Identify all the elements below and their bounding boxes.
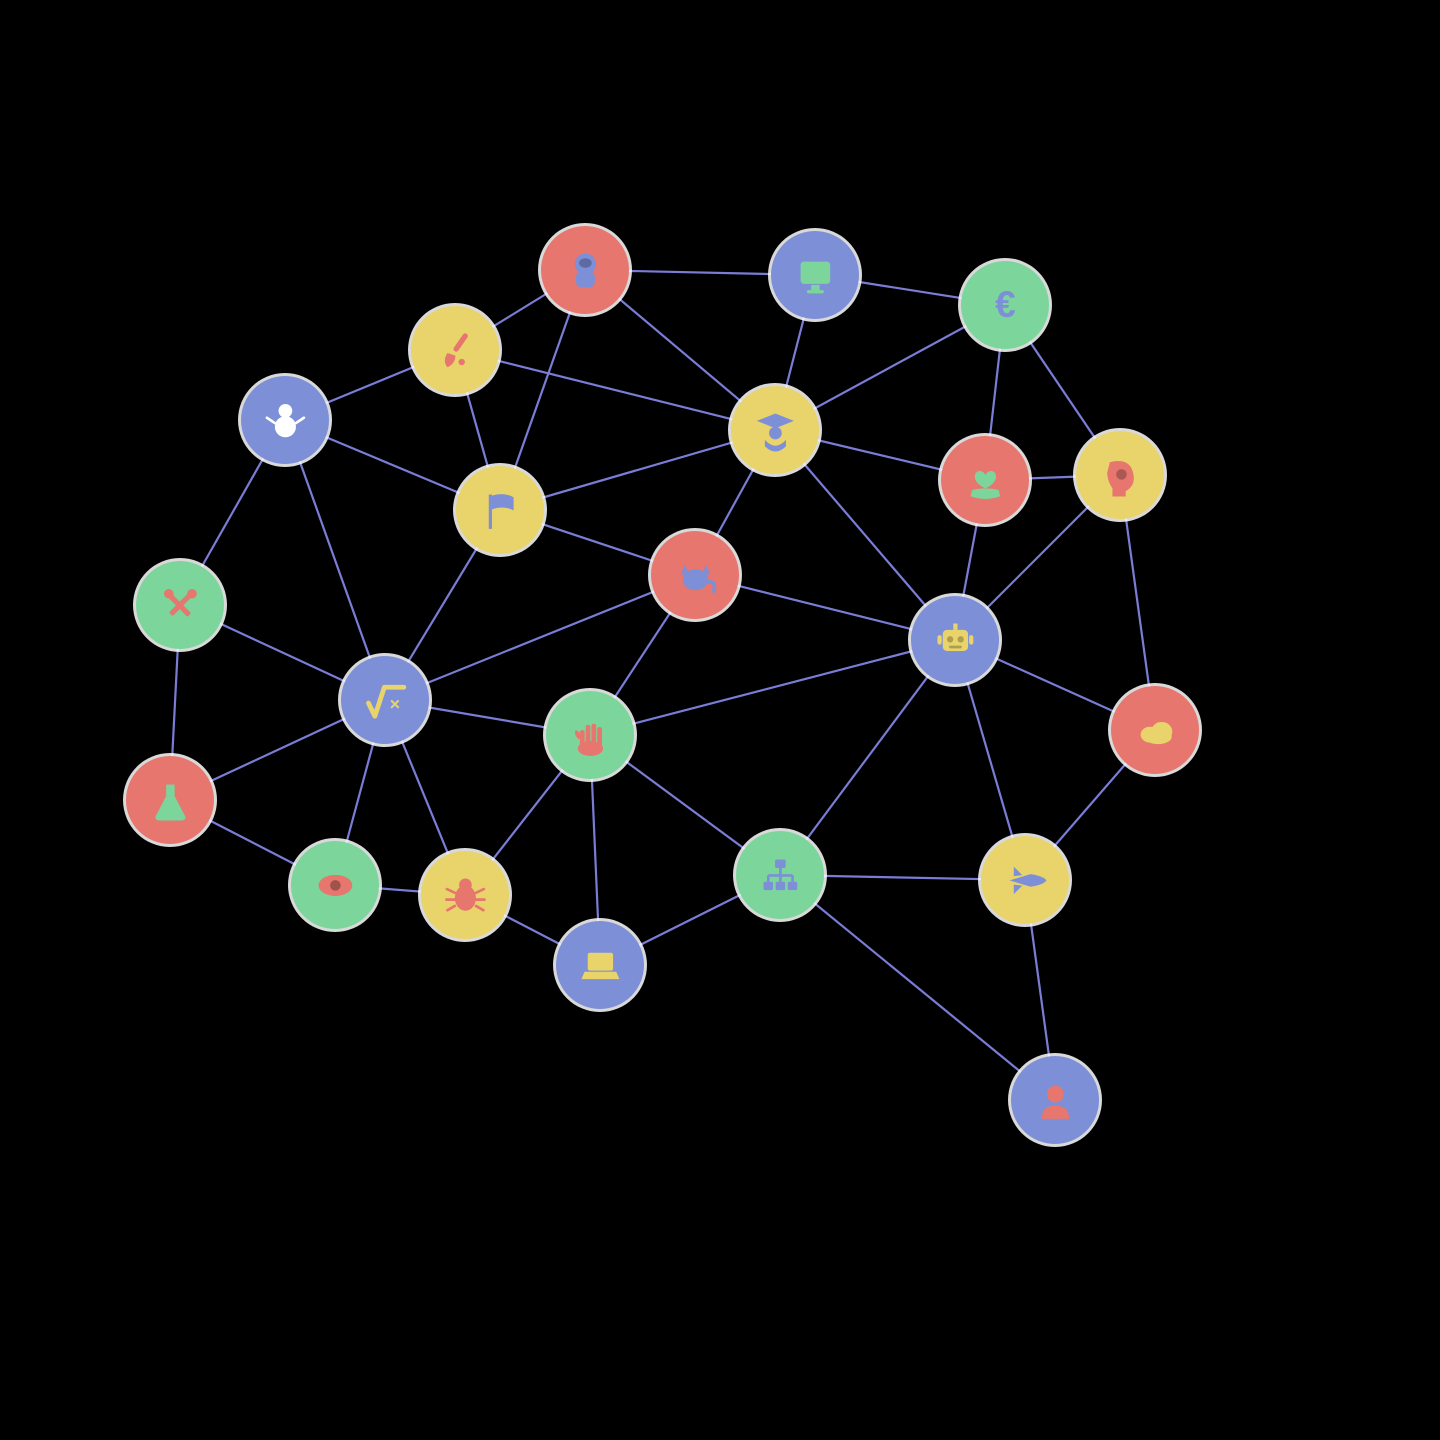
bug-icon (421, 851, 509, 939)
node-bug (421, 851, 509, 939)
snowman-icon (241, 376, 329, 464)
node-sitemap (736, 831, 824, 919)
node-shuttle (981, 836, 1069, 924)
robot-icon (911, 596, 999, 684)
hand-icon (546, 691, 634, 779)
node-tools (136, 561, 224, 649)
tools-icon (136, 561, 224, 649)
node-sqrt: × (341, 656, 429, 744)
node-hand (546, 691, 634, 779)
node-brush (411, 306, 499, 394)
network-diagram: €× (0, 0, 1440, 1440)
sitemap-icon (736, 831, 824, 919)
node-heart (941, 436, 1029, 524)
head-gear-icon (1076, 431, 1164, 519)
graduate-icon (731, 386, 819, 474)
node-flask (126, 756, 214, 844)
node-user (1011, 1056, 1099, 1144)
svg-text:×: × (389, 693, 399, 713)
node-monitor (771, 231, 859, 319)
node-head (1076, 431, 1164, 519)
heart-hand-icon (941, 436, 1029, 524)
cat-icon (651, 531, 739, 619)
node-cloud (1111, 686, 1199, 774)
user-icon (1011, 1056, 1099, 1144)
euro-icon: € (961, 261, 1049, 349)
brush-icon (411, 306, 499, 394)
node-cat (651, 531, 739, 619)
node-robot (911, 596, 999, 684)
node-eye (291, 841, 379, 929)
node-astronaut (541, 226, 629, 314)
astronaut-icon (541, 226, 629, 314)
node-graduate (731, 386, 819, 474)
node-flag (456, 466, 544, 554)
laptop-icon (556, 921, 644, 1009)
node-snowman (241, 376, 329, 464)
flask-icon (126, 756, 214, 844)
sqrt-icon: × (341, 656, 429, 744)
eye-icon (291, 841, 379, 929)
node-laptop (556, 921, 644, 1009)
edges-layer (0, 0, 1440, 1440)
cloud-up-icon (1111, 686, 1199, 774)
svg-text:€: € (995, 284, 1016, 325)
monitor-icon (771, 231, 859, 319)
flag-icon (456, 466, 544, 554)
shuttle-icon (981, 836, 1069, 924)
node-euro: € (961, 261, 1049, 349)
